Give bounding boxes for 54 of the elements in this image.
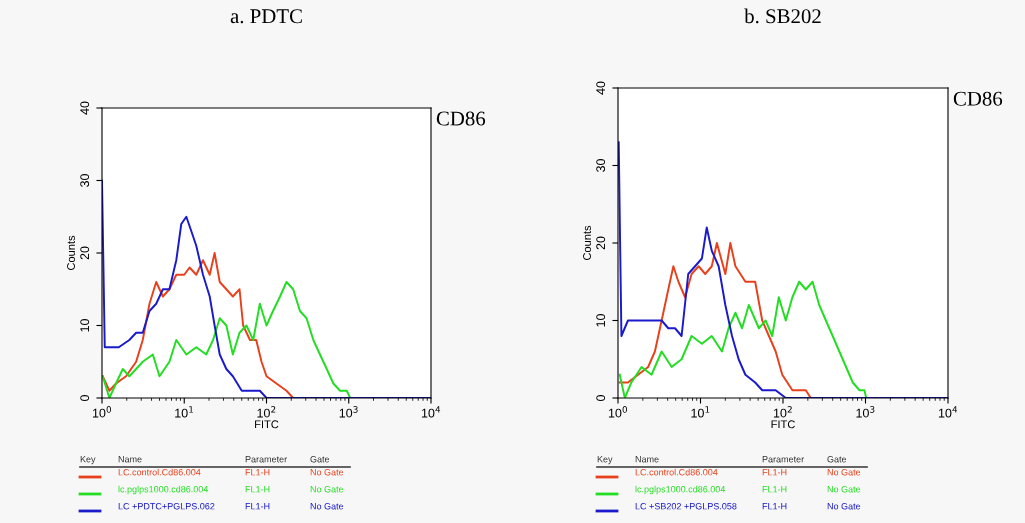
x-tick-label: 10$^{3}$ — [339, 406, 358, 418]
text: FL1-H — [762, 503, 787, 510]
x-axis-title: FITC — [255, 420, 279, 429]
y-axis-title: Counts — [583, 225, 591, 261]
y-axis-title: Counts — [67, 235, 75, 271]
y-tick-label: 0 — [596, 395, 606, 401]
text: No Gate — [310, 469, 344, 476]
legend-label: LC.control.Cd86.004 — [118, 468, 201, 476]
text: No Gate — [827, 486, 861, 493]
text: CD86 — [436, 111, 486, 126]
chart-title: a. PDTC — [230, 9, 302, 24]
text: No Gate — [310, 503, 344, 510]
text: Parameter — [762, 456, 804, 463]
text: Gate — [310, 456, 330, 463]
x-tick-label: 10$^{4}$ — [421, 406, 441, 418]
y-tick-label: 10 — [596, 314, 606, 327]
y-tick-label: 30 — [596, 159, 606, 172]
x-tick-label: 10$^{4}$ — [938, 406, 958, 418]
text: Name — [635, 456, 659, 463]
x-tick-label: 10$^{2}$ — [773, 406, 792, 418]
text: Key — [597, 456, 613, 465]
legend-label: lc.pglps1000.cd86.004 — [118, 485, 209, 495]
text: FL1-H — [245, 469, 270, 476]
y-tick-label: 40 — [80, 101, 90, 115]
text: No Gate — [310, 486, 344, 493]
legend-label: LC +SB202 +PGLPS.058 — [635, 503, 737, 510]
x-tick-label: 10$^{0}$ — [92, 406, 112, 418]
y-tick-label: 10 — [80, 319, 90, 332]
text: Parameter — [245, 456, 287, 463]
text: Gate — [827, 456, 847, 463]
x-tick-label: 10$^{1}$ — [175, 406, 194, 418]
text: FL1-H — [762, 486, 787, 493]
text: FL1-H — [245, 486, 270, 493]
legend-label: lc.pglps1000.cd86.004 — [635, 485, 726, 495]
x-tick-label: 10$^{0}$ — [608, 406, 628, 418]
text: No Gate — [827, 503, 861, 510]
text: FL1-H — [245, 503, 270, 510]
text: Key — [80, 456, 96, 465]
x-tick-label: 10$^{1}$ — [691, 406, 710, 418]
text: Name — [118, 456, 142, 463]
text: CD86 — [953, 91, 1003, 106]
y-tick-label: 0 — [80, 395, 90, 401]
legend-label: LC.control.Cd86.004 — [635, 468, 718, 476]
y-tick-label: 40 — [596, 81, 606, 95]
x-tick-label: 10$^{2}$ — [257, 406, 276, 418]
x-tick-label: 10$^{3}$ — [856, 406, 875, 418]
text: No Gate — [827, 469, 861, 476]
text: FL1-H — [762, 469, 787, 476]
chart-title: b. SB202 — [744, 8, 821, 24]
x-axis-title: FITC — [771, 420, 795, 429]
y-tick-label: 20 — [80, 246, 90, 260]
legend-label: LC +PDTC+PGLPS.062 — [118, 503, 215, 510]
y-tick-label: 20 — [596, 236, 606, 250]
y-tick-label: 30 — [80, 174, 90, 187]
